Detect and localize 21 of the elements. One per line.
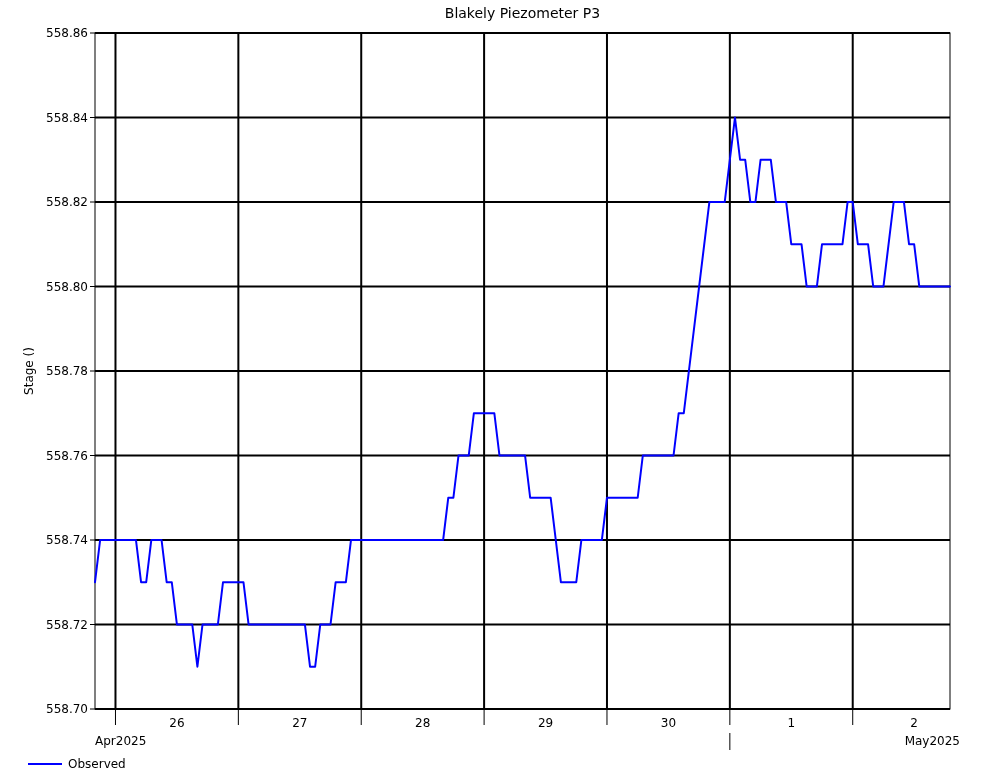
- text: Apr2025: [95, 734, 147, 748]
- y-tick-label: 558.70: [46, 702, 88, 717]
- x-tick-label: 26: [169, 716, 185, 730]
- chart-title: Blakely Piezometer P3: [444, 5, 601, 21]
- y-tick-label: 558.76: [46, 448, 88, 463]
- y-tick-label: 558.74: [46, 533, 88, 548]
- x-tick-label: 1: [787, 716, 796, 730]
- x-tick-label: 2: [910, 716, 918, 730]
- x-tick-label: 30: [660, 716, 677, 730]
- y-tick-label: 558.80: [46, 279, 88, 294]
- legend-label: Observed: [68, 757, 126, 772]
- y-tick-label: 558.82: [46, 195, 88, 210]
- y-axis-title: Stage (): [22, 347, 36, 395]
- text: May2025: [904, 734, 960, 748]
- y-tick-label: 558.86: [46, 26, 88, 41]
- y-tick-label: 558.78: [46, 364, 88, 379]
- x-tick-label: 28: [415, 716, 431, 730]
- y-tick-label: 558.72: [46, 617, 88, 632]
- y-tick-label: 558.84: [46, 110, 88, 125]
- x-tick-label: 29: [537, 716, 554, 730]
- x-tick-label: 27: [292, 716, 308, 730]
